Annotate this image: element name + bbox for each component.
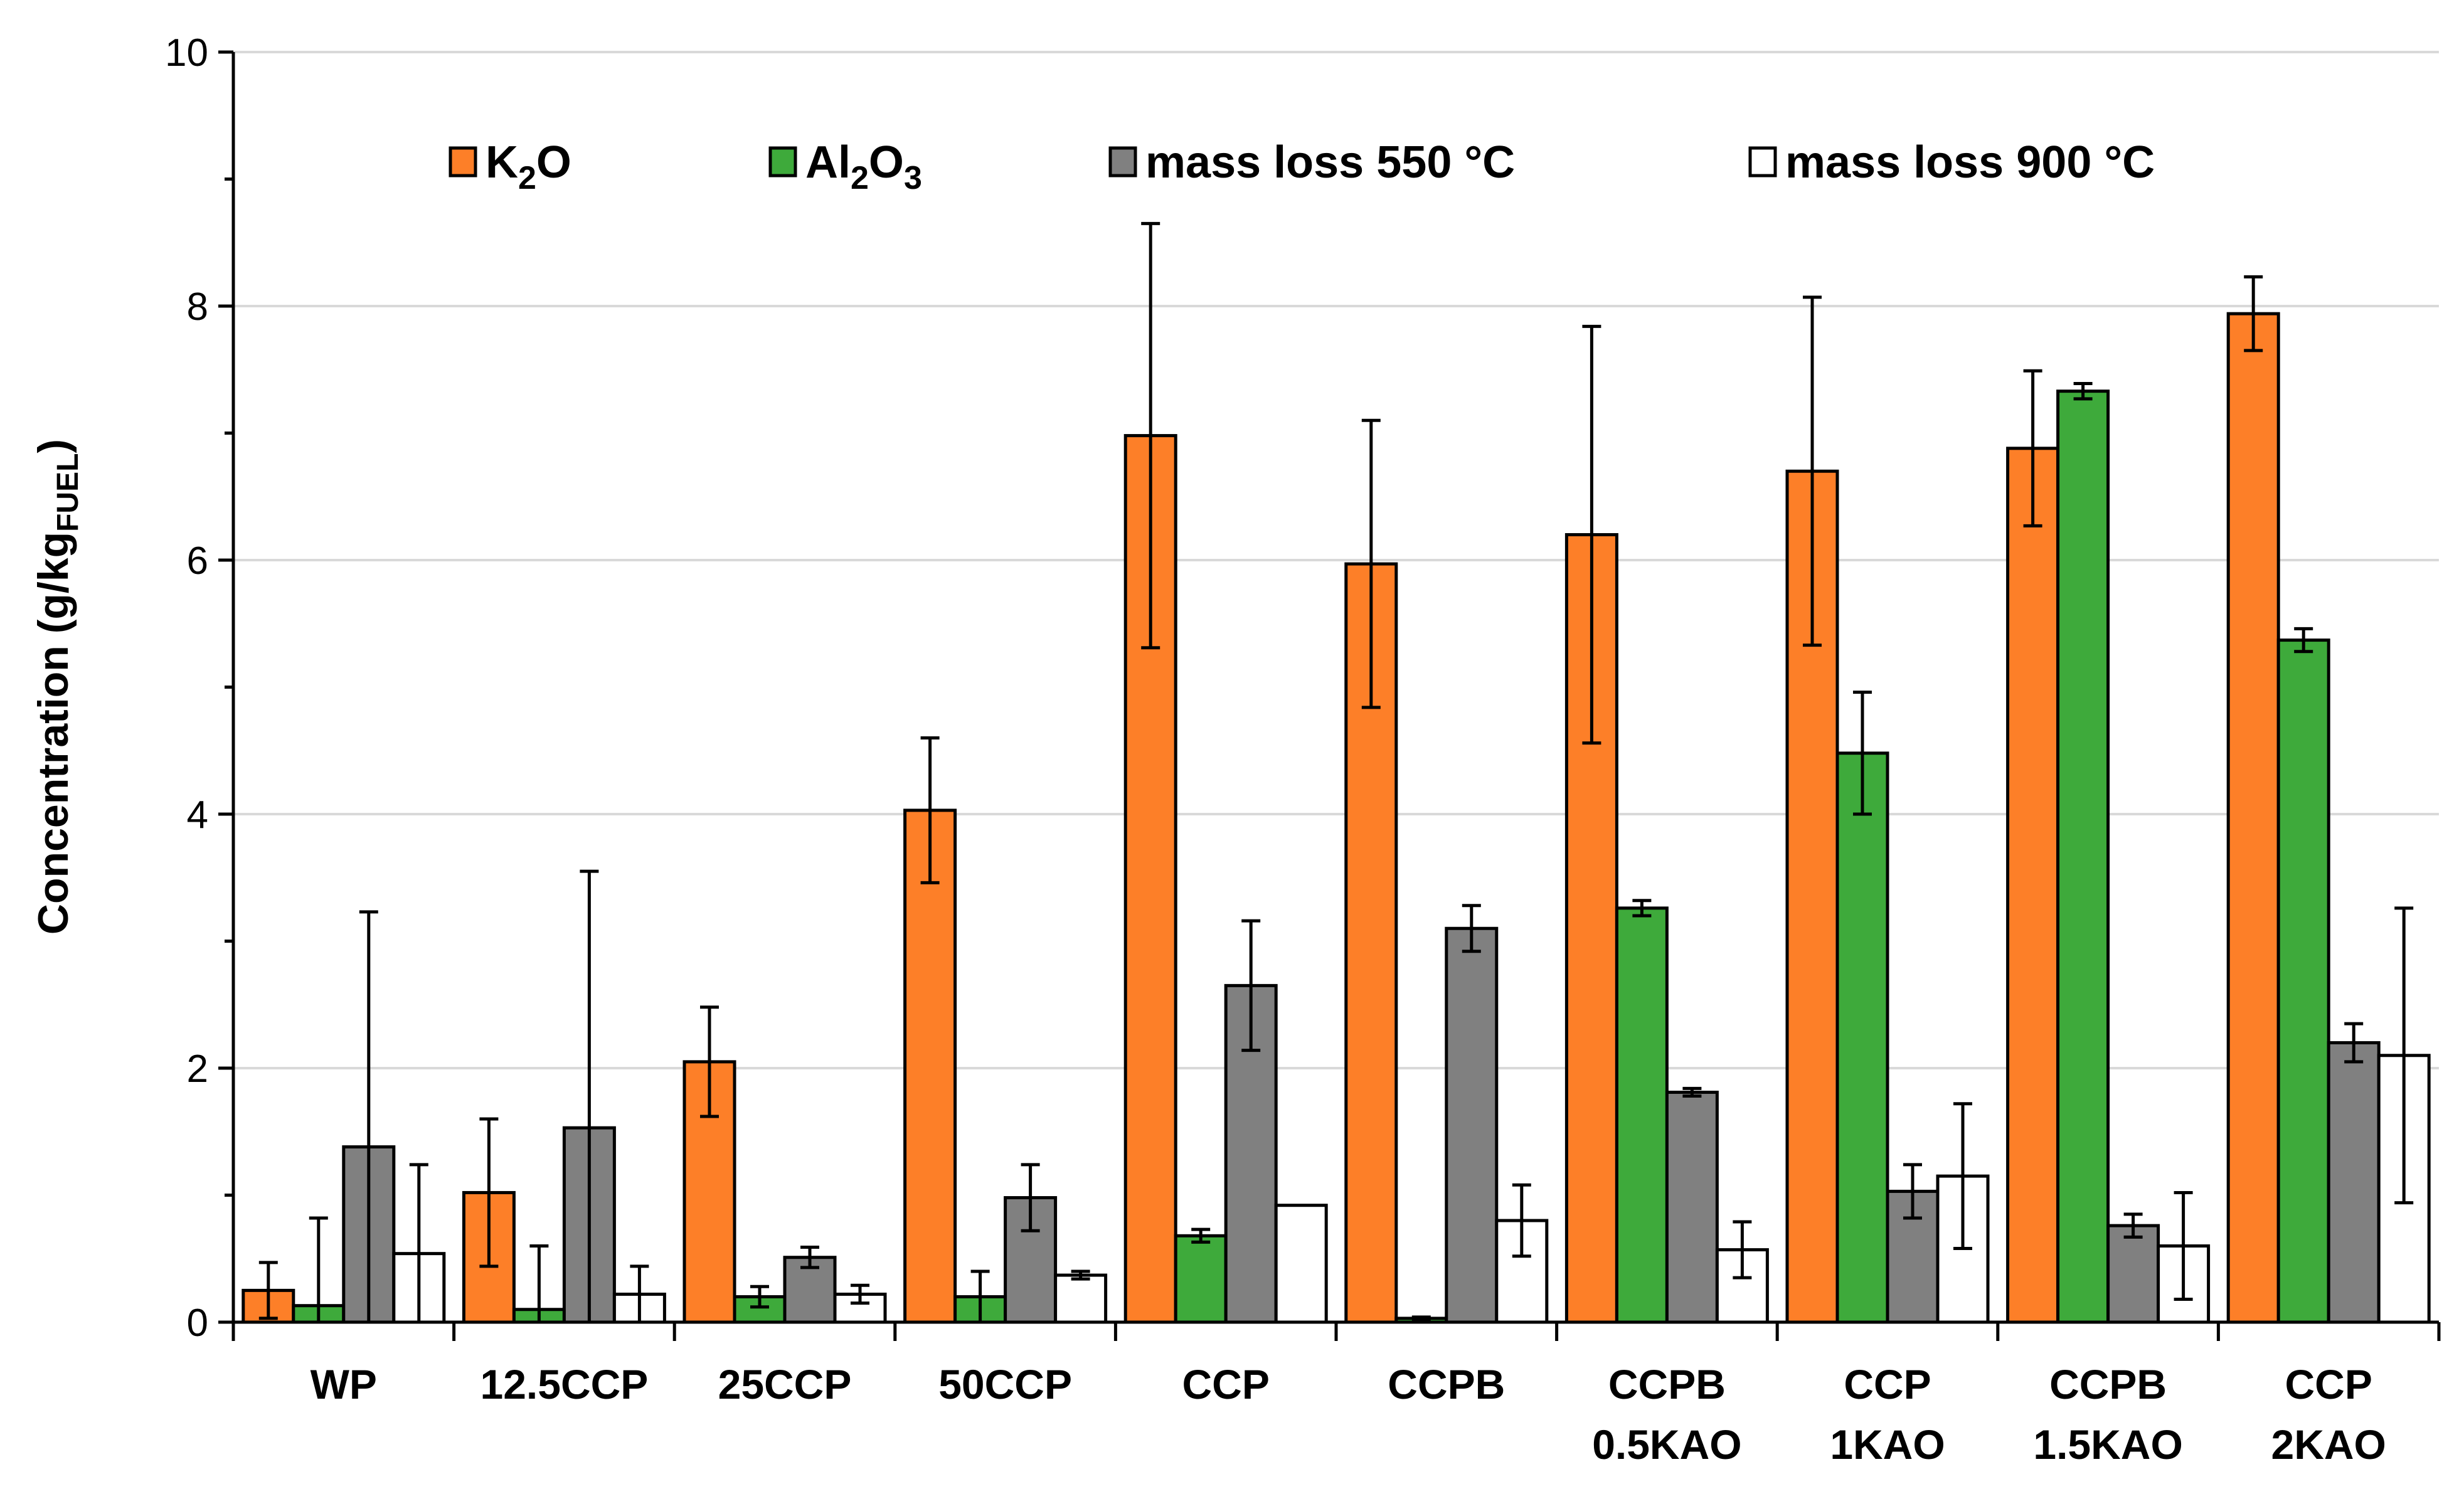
legend-subscript: 2	[518, 160, 536, 196]
legend-swatch	[768, 146, 797, 178]
bar	[2276, 639, 2330, 1324]
legend-entry: K2O	[486, 137, 571, 196]
legend-text-part: O	[536, 137, 571, 188]
tick-labels: 0 2 4 6 8 10	[165, 31, 208, 1345]
legend-text-part: O	[869, 137, 904, 188]
bar	[1274, 1204, 1328, 1324]
bar	[2226, 312, 2280, 1324]
y-tick-label: 10	[165, 31, 208, 75]
y-axis-label-subscript: FUEL	[51, 453, 85, 532]
legend: K2O Al2O3 mass loss 550 °C mass loss 900 °C	[449, 137, 2155, 196]
bar	[1665, 1090, 1719, 1324]
bar	[2006, 447, 2060, 1324]
bar	[903, 808, 957, 1324]
category-labels: WP 12.5CCP 25CCP 50CCP CCP CCPB CCPB 0.5KAO CCP 1…	[311, 1361, 2386, 1468]
bar	[1835, 751, 1889, 1324]
y-tick-label: 2	[187, 1047, 208, 1091]
y-axis-label-close: )	[29, 439, 77, 453]
axes	[218, 50, 2441, 1341]
bar	[2327, 1041, 2381, 1324]
y-axis-label: Concentration (g/kgFUEL)	[29, 439, 85, 935]
x-category-label: CCPB	[1388, 1361, 1505, 1407]
x-category-label: 12.5CCP	[480, 1361, 648, 1407]
bar	[2106, 1224, 2160, 1324]
legend-entry: mass loss 900 °C	[1785, 137, 2155, 188]
bar	[1054, 1273, 1108, 1324]
bar	[1445, 926, 1499, 1324]
legend-subscript: 2	[851, 160, 869, 196]
error-bars	[258, 221, 2414, 1324]
x-category-label: 2KAO	[2271, 1421, 2386, 1468]
x-category-label: CCP	[2285, 1361, 2372, 1407]
bar	[1615, 906, 1669, 1324]
x-category-label: CCP	[1844, 1361, 1931, 1407]
y-axis-label-main: Concentration (g/kg	[29, 532, 77, 935]
x-category-label: 1KAO	[1830, 1421, 1945, 1468]
y-tick-label: 6	[187, 539, 208, 583]
bar	[1174, 1234, 1228, 1324]
bar	[1886, 1189, 1940, 1324]
legend-entry: Al2O3	[805, 137, 922, 196]
y-tick-label: 4	[187, 793, 208, 837]
legend-swatch	[449, 146, 477, 178]
x-category-label: CCP	[1182, 1361, 1270, 1407]
x-category-label: 0.5KAO	[1592, 1421, 1741, 1468]
x-category-label: WP	[311, 1361, 377, 1407]
legend-entry: mass loss 550 °C	[1145, 137, 1515, 188]
y-tick-label: 0	[187, 1301, 208, 1345]
bar	[2056, 389, 2110, 1324]
bars	[242, 312, 2431, 1324]
x-category-label: 1.5KAO	[2033, 1421, 2182, 1468]
y-tick-label: 8	[187, 285, 208, 329]
x-category-label: CCPB	[1608, 1361, 1726, 1407]
y-axis-label-group: Concentration (g/kgFUEL)	[29, 439, 85, 935]
legend-text-part: Al	[805, 137, 851, 188]
x-category-label: CCPB	[2049, 1361, 2167, 1407]
x-category-label: 50CCP	[938, 1361, 1072, 1407]
x-category-label: 25CCP	[718, 1361, 852, 1407]
legend-text-part: K	[486, 137, 518, 188]
legend-subscript: 3	[904, 160, 922, 196]
legend-swatch	[1748, 146, 1777, 178]
legend-swatch	[1108, 146, 1137, 178]
